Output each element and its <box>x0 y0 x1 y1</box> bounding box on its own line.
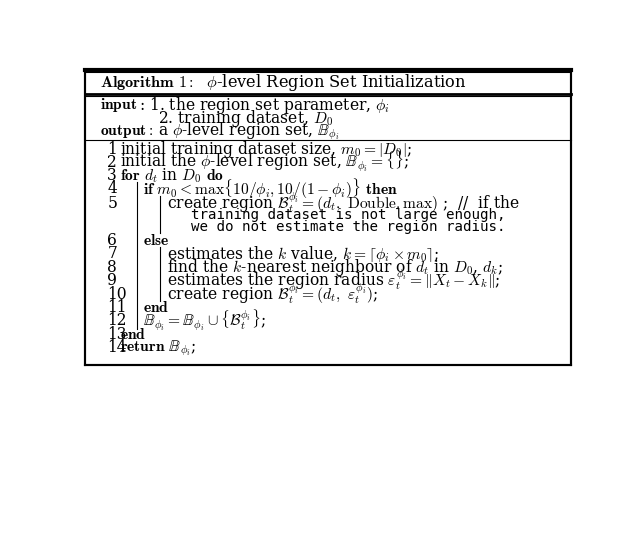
Text: 8: 8 <box>108 259 117 276</box>
Text: 9: 9 <box>108 272 117 289</box>
Text: initial the $\phi$-level region set, $\mathbb{B}_{\phi_i} = \{\}$;: initial the $\phi$-level region set, $\m… <box>120 150 409 174</box>
FancyBboxPatch shape <box>85 72 571 366</box>
Text: estimates the $k$ value, $k = \lceil\phi_i \times m_0\rceil$;: estimates the $k$ value, $k = \lceil\phi… <box>167 244 440 264</box>
Text: 1: 1 <box>108 141 117 158</box>
Text: find the $k$-nearest neighbour of $d_t$ in $D_0$, $d_k$;: find the $k$-nearest neighbour of $d_t$ … <box>167 257 504 278</box>
Text: 12: 12 <box>108 312 127 330</box>
Text: training dataset is not large enough,: training dataset is not large enough, <box>191 208 506 222</box>
Text: $\mathbb{B}_{\phi_i} = \mathbb{B}_{\phi_i} \cup \{\mathcal{B}_t^{\phi_i}\}$;: $\mathbb{B}_{\phi_i} = \mathbb{B}_{\phi_… <box>143 309 266 333</box>
Text: : 1. the region set parameter, $\phi_i$: : 1. the region set parameter, $\phi_i$ <box>138 95 390 116</box>
Text: $\mathbf{end}$: $\mathbf{end}$ <box>120 326 146 343</box>
Text: initial training dataset size, $m_0 = |D_0|$;: initial training dataset size, $m_0 = |D… <box>120 139 412 160</box>
Text: a $\phi$-level region set, $\mathbb{B}_{\phi_i}$: a $\phi$-level region set, $\mathbb{B}_{… <box>158 120 340 142</box>
Text: create region $\mathcal{B}_t^{\phi_i} = (d_t,\ \mathrm{Double.max})$ ;  //  if t: create region $\mathcal{B}_t^{\phi_i} = … <box>167 191 520 215</box>
Text: estimates the region radius $\varepsilon_t^{\phi_i} = \|X_t - X_k\|$;: estimates the region radius $\varepsilon… <box>167 269 500 292</box>
Text: $\mathbf{if}$ $m_0 < \max\{10/\phi_i, 10/(1-\phi_i)\}$ $\mathbf{then}$: $\mathbf{if}$ $m_0 < \max\{10/\phi_i, 10… <box>143 177 399 201</box>
Text: $\mathbf{input}$: $\mathbf{input}$ <box>100 96 137 114</box>
Text: 13: 13 <box>108 326 127 343</box>
Text: 10: 10 <box>108 286 127 302</box>
Text: $\mathbf{output:}$: $\mathbf{output:}$ <box>100 123 154 140</box>
Text: $\mathbf{return}$ $\mathbb{B}_{\phi_i}$;: $\mathbf{return}$ $\mathbb{B}_{\phi_i}$; <box>120 338 196 358</box>
Text: $\mathbf{end}$: $\mathbf{end}$ <box>143 299 170 316</box>
Text: $\mathbf{Algorithm\ 1:}$  $\phi$-level Region Set Initialization: $\mathbf{Algorithm\ 1:}$ $\phi$-level Re… <box>100 72 467 93</box>
Text: 14: 14 <box>108 340 127 356</box>
Text: 4: 4 <box>108 180 117 197</box>
Text: we do not estimate the region radius.: we do not estimate the region radius. <box>191 220 506 234</box>
Text: 2: 2 <box>108 154 117 171</box>
Text: $\mathbf{for}$ $d_t$ in $D_0$ $\mathbf{do}$: $\mathbf{for}$ $d_t$ in $D_0$ $\mathbf{d… <box>120 166 223 185</box>
Text: 7: 7 <box>108 245 117 262</box>
Text: 3: 3 <box>108 167 117 184</box>
Text: 2. training dataset, $D_0$: 2. training dataset, $D_0$ <box>158 108 333 129</box>
Text: 6: 6 <box>108 232 117 249</box>
Text: $\mathbf{else}$: $\mathbf{else}$ <box>143 232 170 249</box>
Text: 5: 5 <box>108 195 117 211</box>
Text: create region $\mathcal{B}_t^{\phi_i} = (d_t,\ \varepsilon_t^{\phi_i})$;: create region $\mathcal{B}_t^{\phi_i} = … <box>167 282 378 306</box>
Text: 11: 11 <box>108 299 127 316</box>
